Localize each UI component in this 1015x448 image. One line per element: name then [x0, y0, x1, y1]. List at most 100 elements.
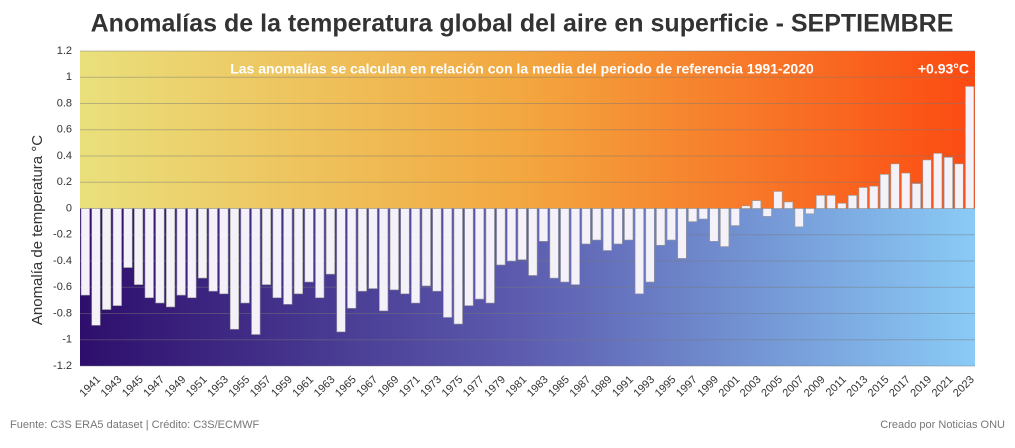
bar	[954, 163, 964, 209]
x-tick-label: 2007	[781, 374, 807, 400]
y-tick-label: 0.4	[57, 150, 72, 162]
bar	[496, 208, 506, 266]
x-tick-label: 1993	[631, 374, 657, 400]
bar	[741, 205, 751, 209]
y-tick-label: 1.2	[57, 45, 72, 57]
bar	[368, 208, 378, 289]
bar	[549, 208, 559, 279]
x-tick-label: 2021	[930, 374, 956, 400]
x-tick-label: 1957	[248, 374, 274, 400]
bar	[645, 208, 655, 283]
x-tick-label: 1969	[376, 374, 402, 400]
x-tick-label: 1995	[653, 374, 679, 400]
bar	[698, 208, 708, 220]
y-tick-label: 0.2	[57, 176, 72, 188]
x-tick-label: 1975	[440, 374, 466, 400]
y-tick-label: 0.6	[57, 124, 72, 136]
x-tick-label: 2001	[717, 374, 743, 400]
bar	[922, 159, 932, 209]
bar	[261, 208, 272, 285]
bar	[581, 208, 591, 245]
x-tick-label: 1983	[525, 374, 551, 400]
x-tick-label: 1977	[461, 374, 487, 400]
x-tick-label: 1955	[227, 374, 253, 400]
x-tick-label: 1987	[567, 374, 593, 400]
x-tick-label: 1961	[290, 374, 316, 400]
bar	[304, 208, 314, 283]
y-tick-label: -0.8	[53, 307, 72, 319]
x-tick-label: 1973	[418, 374, 444, 400]
bar	[517, 208, 527, 260]
bar	[453, 208, 463, 325]
bar	[783, 201, 794, 209]
x-tick-label: 1951	[184, 374, 210, 400]
bar	[837, 202, 847, 209]
x-tick-label: 1967	[354, 374, 380, 400]
bar	[613, 208, 623, 245]
bar	[624, 208, 634, 241]
x-tick-label: 1949	[163, 374, 189, 400]
bar	[283, 208, 293, 305]
credit: Creado por Noticias ONU	[880, 419, 1005, 431]
bar	[805, 208, 815, 215]
bar	[911, 183, 921, 209]
bar	[709, 208, 719, 242]
y-tick-label: -0.6	[53, 281, 72, 293]
bar	[592, 208, 602, 241]
bar	[411, 208, 421, 304]
bar	[826, 195, 836, 209]
x-tick-label: 2005	[759, 374, 785, 400]
bar	[272, 208, 282, 299]
x-tick-label: 1991	[610, 374, 636, 400]
bar	[688, 208, 698, 222]
x-tick-label: 1953	[205, 374, 231, 400]
bar	[229, 208, 240, 330]
bar	[890, 163, 900, 209]
bar	[762, 208, 772, 217]
annotation: +0.93°C	[918, 61, 969, 77]
bar	[656, 208, 666, 246]
bar	[112, 208, 122, 306]
chart-title: Anomalías de la temperatura global del a…	[91, 10, 954, 38]
bar	[134, 208, 144, 285]
source: Fuente: C3S ERA5 dataset | Crédito: C3S/…	[10, 419, 260, 431]
bar	[379, 208, 389, 312]
subtitle: Las anomalías se calculan en relación co…	[230, 61, 814, 77]
x-tick-label: 1999	[695, 374, 721, 400]
x-tick-label: 2013	[845, 374, 871, 400]
bar	[965, 86, 975, 209]
bar	[443, 208, 453, 318]
bar	[879, 174, 889, 209]
x-tick-label: 2009	[802, 374, 828, 400]
x-tick-label: 1959	[269, 374, 295, 400]
x-tick-label: 1989	[589, 374, 615, 400]
x-tick-label: 1941	[77, 374, 103, 400]
bar	[773, 191, 783, 209]
bar	[485, 208, 495, 304]
bar	[677, 208, 687, 259]
bar	[570, 208, 581, 285]
bar	[847, 195, 858, 209]
bar	[474, 208, 485, 300]
bar	[293, 208, 303, 295]
bar	[506, 208, 517, 262]
bar	[389, 208, 399, 291]
bar	[815, 195, 826, 209]
bar	[666, 208, 676, 241]
bar	[166, 208, 176, 308]
bar	[102, 208, 112, 310]
y-axis-label: Anomalía de temperatura °C	[29, 135, 46, 325]
y-tick-label: 1	[66, 71, 72, 83]
bar	[80, 208, 90, 296]
bar	[336, 208, 346, 333]
x-tick-label: 1979	[482, 374, 508, 400]
y-tick-label: -1.2	[53, 360, 72, 372]
x-tick-label: 1965	[333, 374, 359, 400]
bar	[400, 208, 410, 295]
x-tick-label: 1981	[504, 374, 530, 400]
bar	[538, 208, 549, 242]
bar	[357, 208, 367, 292]
bar	[421, 208, 431, 287]
bar	[251, 208, 261, 335]
